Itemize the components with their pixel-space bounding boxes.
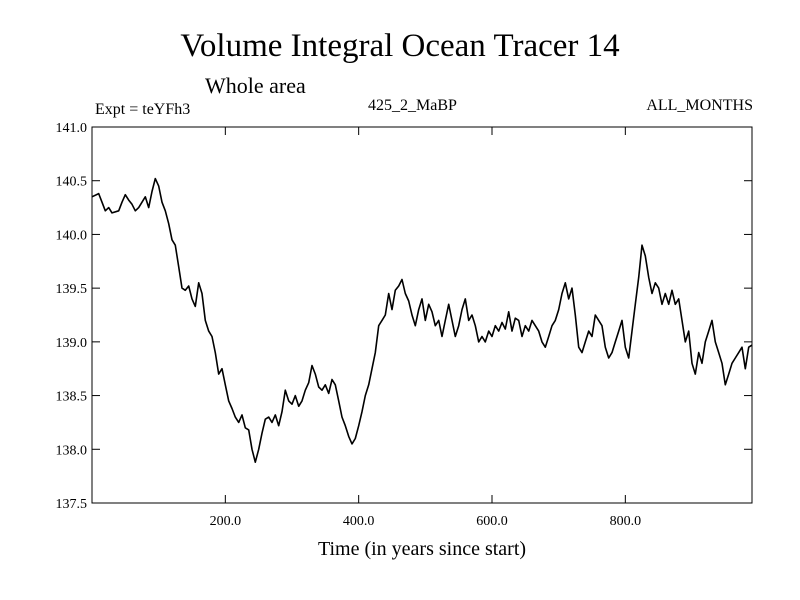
series-line [91,177,753,463]
y-tick-label: 140.5 [56,175,88,190]
y-tick-label: 139.0 [56,336,88,351]
x-axis-label: Time (in years since start) [317,538,527,560]
x-tick-label: 400.0 [343,514,375,529]
y-tick-label: 140.0 [56,228,88,243]
x-axis: 200.0 400.0 600.0 800.0 [210,127,641,529]
y-tick-label: 138.5 [56,390,88,405]
months-label: ALL_MONTHS [646,97,753,114]
experiment-label: Expt = teYFh3 [95,101,191,118]
x-tick-label: 800.0 [610,514,642,529]
y-tick-label: 138.0 [56,443,88,458]
x-tick-label: 200.0 [210,514,242,529]
x-tick-label: 600.0 [476,514,508,529]
plot-frame [91,126,753,504]
y-tick-label: 137.5 [56,497,88,512]
chart-subtitle: Whole area [205,73,306,98]
y-axis: 137.5 138.0 138.5 139.0 139.5 140.0 140.5 141.0 [56,121,752,512]
y-tick-label: 141.0 [56,121,88,136]
chart-title: Volume Integral Ocean Tracer 14 [180,28,620,64]
y-tick-label: 139.5 [56,282,88,297]
run-label: 425_2_MaBP [368,97,457,114]
